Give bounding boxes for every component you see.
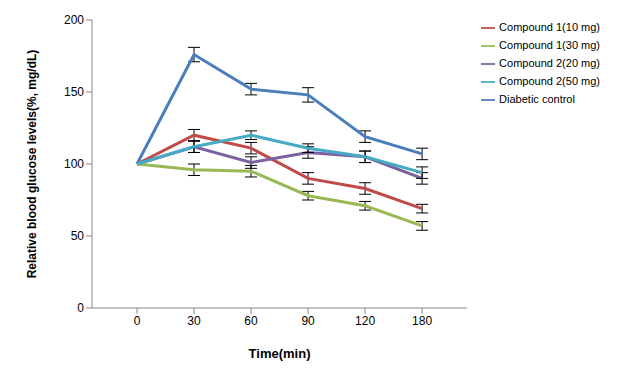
svg-text:120: 120 [355,314,375,328]
svg-text:90: 90 [301,314,315,328]
svg-text:Relative blood glucose levels(: Relative blood glucose levels(%, mg/dL) [25,50,39,279]
svg-text:0: 0 [134,314,141,328]
html-text:Compound 1(30 mg): Compound 1(30 mg) [499,39,600,51]
svg-text:60: 60 [244,314,258,328]
svg-text:200: 200 [64,13,84,27]
html-text:Diabetic control: Diabetic control [499,93,575,105]
svg-text:50: 50 [71,229,85,243]
svg-text:0: 0 [77,301,84,315]
svg-text:180: 180 [412,314,432,328]
html-text:Compound 2(20 mg): Compound 2(20 mg) [499,57,600,69]
svg-text:150: 150 [64,85,84,99]
svg-text:100: 100 [64,157,84,171]
svg-text:Time(min): Time(min) [249,346,311,361]
svg-text:30: 30 [187,314,201,328]
html-text:Compound 2(50 mg): Compound 2(50 mg) [499,75,600,87]
html-text:Compound 1(10 mg): Compound 1(10 mg) [499,21,600,33]
